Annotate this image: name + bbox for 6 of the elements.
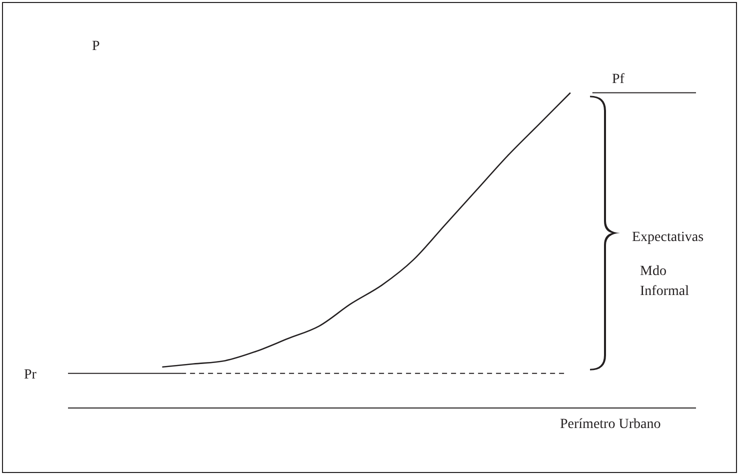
y-axis-title: P xyxy=(92,39,100,54)
annotation: Expectativas xyxy=(632,230,704,245)
annotation: Mdo Informal xyxy=(640,264,690,299)
ref-line-label: Pf xyxy=(612,72,625,87)
ref-line-label: Pr xyxy=(24,367,37,382)
x-axis-title: Perímetro Urbano xyxy=(560,417,661,432)
